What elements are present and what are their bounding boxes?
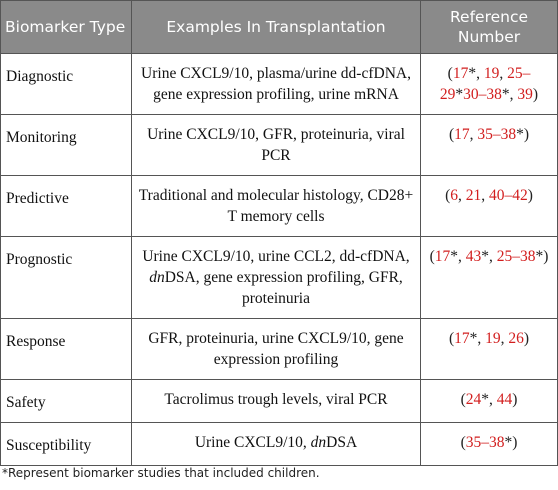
reference-punctuation: , [499, 65, 508, 82]
reference-link[interactable]: 39 [517, 86, 533, 103]
reference-link[interactable]: 19 [485, 330, 501, 347]
reference-punctuation: *, [481, 248, 497, 265]
table-row: Susceptibility Urine CXCL9/10, dnDSA (35–3… [0, 422, 558, 466]
table-footnote: *Represent biomarker studies that includ… [2, 466, 320, 480]
reference-number-cell: (17*, 19, 26) [420, 318, 558, 380]
reference-punctuation: ( [460, 434, 466, 451]
reference-link[interactable]: 25–29 [439, 65, 531, 103]
reference-link[interactable]: 44 [496, 391, 513, 408]
header-reference-number: Reference Number [420, 0, 558, 54]
reference-punctuation: , [481, 187, 489, 204]
biomarker-type-cell: Response [0, 318, 132, 380]
reference-link[interactable]: 21 [465, 187, 482, 204]
reference-punctuation: , [469, 126, 478, 143]
reference-punctuation: *, [481, 391, 497, 408]
biomarker-table: Biomarker Type Examples In Transplantati… [0, 0, 558, 466]
examples-cell: Urine CXCL9/10, urine CCL2, dd-cfDNA, dn… [131, 236, 421, 319]
table-row: Diagnostic Urine CXCL9/10, plasma/urine d… [0, 53, 558, 115]
example-text-segment: Urine CXCL9/10, GFR, proteinuria, viral … [147, 126, 405, 164]
table-body: Diagnostic Urine CXCL9/10, plasma/urine d… [0, 53, 558, 466]
reference-link[interactable]: 43 [465, 248, 482, 265]
biomarker-type-cell: Prognostic [0, 236, 132, 319]
reference-number-cell: (6, 21, 40–42) [420, 175, 558, 237]
reference-number-cell: (24*, 44) [420, 379, 558, 423]
reference-punctuation: ( [448, 126, 455, 143]
example-text-segment: DSA [326, 434, 358, 451]
reference-punctuation: , [458, 187, 466, 204]
reference-punctuation: , [500, 330, 509, 347]
reference-link[interactable]: 17 [452, 65, 469, 82]
table-row: Response GFR, proteinuria, urine CXCL9/10… [0, 318, 558, 380]
reference-punctuation: ( [429, 248, 435, 265]
reference-punctuation: ) [527, 187, 533, 204]
examples-cell: Urine CXCL9/10, dnDSA [131, 422, 421, 466]
reference-link[interactable]: 6 [450, 187, 458, 204]
reference-punctuation: ) [512, 391, 518, 408]
table-row: Safety Tacrolimus trough levels, viral PC… [0, 379, 558, 423]
table-row: Predictive Traditional and molecular hist… [0, 175, 558, 237]
biomarker-type-cell: Safety [0, 379, 132, 423]
reference-punctuation: ( [447, 65, 453, 82]
reference-punctuation: ) [532, 86, 539, 103]
example-text-segment: Urine CXCL9/10, plasma/urine dd-cfDNA, g… [141, 65, 411, 103]
examples-cell: Urine CXCL9/10, GFR, proteinuria, viral … [131, 114, 421, 176]
biomarker-table-container: Biomarker Type Examples In Transplantati… [0, 0, 558, 480]
examples-cell: GFR, proteinuria, urine CXCL9/10, gene e… [131, 318, 421, 380]
reference-number-cell: (17, 35–38*) [420, 114, 558, 176]
reference-punctuation: ) [523, 330, 530, 347]
reference-link[interactable]: 17 [434, 248, 451, 265]
reference-punctuation: ( [445, 187, 451, 204]
reference-link[interactable]: 35–38 [477, 126, 517, 143]
table-header: Biomarker Type Examples In Transplantati… [0, 0, 558, 54]
example-text-segment: DSA, gene expression profiling, GFR, pro… [164, 269, 403, 307]
reference-link[interactable]: 17 [454, 126, 470, 143]
reference-punctuation: *) [516, 126, 530, 143]
biomarker-type-cell: Monitoring [0, 114, 132, 176]
examples-cell: Traditional and molecular histology, CD2… [131, 175, 421, 237]
header-examples: Examples In Transplantation [131, 0, 421, 54]
reference-number-cell: (35–38*) [420, 422, 558, 466]
example-text-segment: dn [310, 434, 327, 451]
reference-punctuation: * [455, 86, 464, 103]
reference-punctuation: ( [460, 391, 466, 408]
table-row: Monitoring Urine CXCL9/10, GFR, proteinur… [0, 114, 558, 176]
reference-link[interactable]: 19 [483, 65, 500, 82]
example-text-segment: dn [149, 269, 165, 286]
reference-number-cell: (17*, 19, 25–29*30–38*, 39) [420, 53, 558, 115]
header-row: Biomarker Type Examples In Transplantati… [0, 0, 558, 54]
biomarker-type-cell: Susceptibility [0, 422, 132, 466]
reference-link[interactable]: 40–42 [489, 187, 528, 204]
reference-link[interactable]: 26 [508, 330, 524, 347]
reference-punctuation: *, [469, 330, 486, 347]
example-text-segment: Urine CXCL9/10, [194, 434, 311, 451]
reference-punctuation: *, [501, 86, 518, 103]
reference-punctuation: *) [504, 434, 518, 451]
example-text-segment: GFR, proteinuria, urine CXCL9/10, gene e… [148, 330, 404, 368]
reference-link[interactable]: 17 [454, 330, 470, 347]
reference-punctuation: *) [535, 248, 549, 265]
reference-punctuation: *, [450, 248, 466, 265]
table-row: Prognostic Urine CXCL9/10, urine CCL2, dd… [0, 236, 558, 319]
reference-link[interactable]: 35–38 [465, 434, 505, 451]
example-text-segment: Traditional and molecular histology, CD2… [138, 187, 414, 225]
biomarker-type-cell: Predictive [0, 175, 132, 237]
example-text-segment: Urine CXCL9/10, urine CCL2, dd-cfDNA, [142, 248, 410, 265]
reference-punctuation: *, [468, 65, 484, 82]
reference-link[interactable]: 30–38 [463, 86, 502, 103]
reference-punctuation: ( [448, 330, 455, 347]
example-text-segment: Tacrolimus trough levels, viral PCR [164, 391, 388, 408]
examples-cell: Tacrolimus trough levels, viral PCR [131, 379, 421, 423]
reference-link[interactable]: 24 [465, 391, 482, 408]
header-biomarker-type: Biomarker Type [0, 0, 132, 54]
biomarker-type-cell: Diagnostic [0, 53, 132, 115]
examples-cell: Urine CXCL9/10, plasma/urine dd-cfDNA, g… [131, 53, 421, 115]
reference-number-cell: (17*, 43*, 25–38*) [420, 236, 558, 319]
reference-link[interactable]: 25–38 [496, 248, 536, 265]
